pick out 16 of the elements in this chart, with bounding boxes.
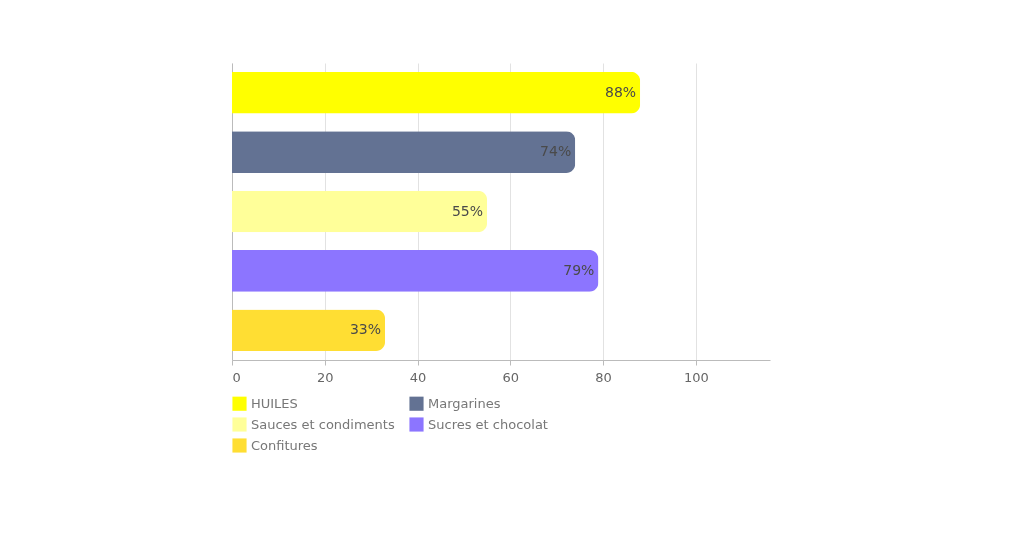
- legend-label: Margarines: [428, 395, 501, 411]
- legend-label: Sucres et chocolat: [428, 416, 548, 432]
- legend-label: HUILES: [251, 395, 298, 411]
- legend-label: Sauces et condiments: [251, 416, 395, 432]
- data-label: 33%: [349, 321, 382, 338]
- data-label: 79%: [563, 261, 595, 278]
- data-label: 55%: [451, 202, 484, 219]
- x-tick-label: 60: [502, 369, 520, 385]
- x-tick-label: 100: [683, 369, 709, 385]
- x-tick-label: 80: [595, 369, 612, 385]
- data-label: 74%: [540, 143, 572, 160]
- data-label: 88%: [605, 83, 637, 100]
- legend-label: Confitures: [251, 437, 318, 453]
- x-tick-label: 0: [232, 369, 241, 385]
- x-tick-label: 20: [316, 369, 334, 385]
- x-tick-label: 40: [409, 369, 427, 385]
